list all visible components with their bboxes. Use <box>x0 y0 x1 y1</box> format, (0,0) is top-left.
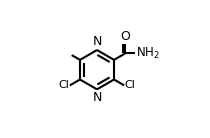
Text: Cl: Cl <box>125 80 135 90</box>
Text: O: O <box>120 30 130 43</box>
Text: NH$_2$: NH$_2$ <box>136 46 160 61</box>
Text: N: N <box>92 35 102 48</box>
Text: N: N <box>92 91 102 104</box>
Text: Cl: Cl <box>58 80 69 90</box>
